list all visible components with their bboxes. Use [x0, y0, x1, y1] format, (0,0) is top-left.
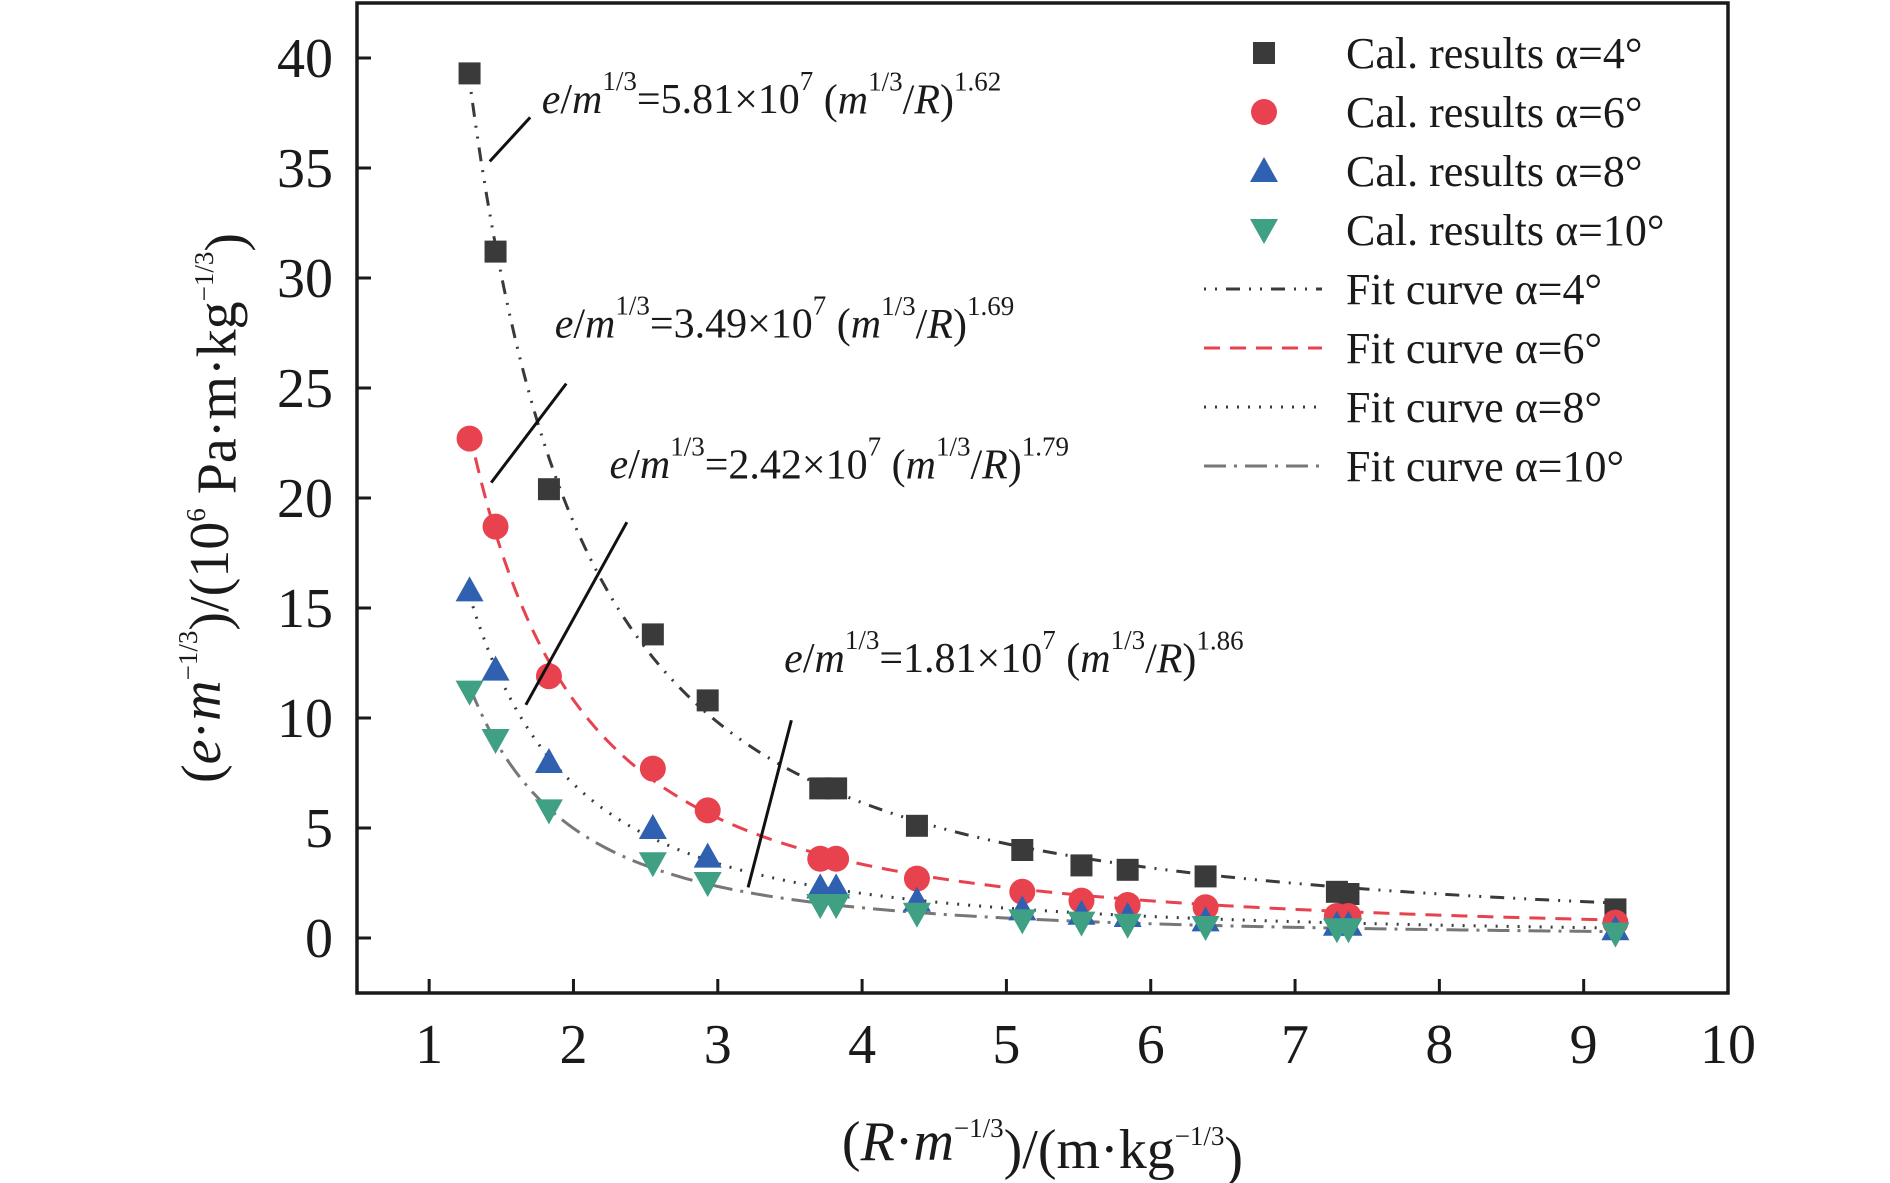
data-point-series1: [825, 777, 848, 800]
legend-fit-label-3: Fit curve α=8°: [1346, 383, 1602, 432]
y-tick-label: 30: [277, 248, 333, 310]
y-axis-title: (e·m−1/3)/(106 Pa·m·kg−1/3): [171, 233, 257, 783]
data-point-series1: [1070, 854, 1093, 877]
data-point-series1: [905, 814, 928, 837]
x-tick-label: 7: [1281, 1014, 1309, 1076]
data-point-series1: [458, 62, 481, 85]
data-point-series1: [484, 240, 507, 263]
y-tick-label: 0: [305, 908, 333, 970]
legend-marker-1: [1253, 42, 1275, 64]
data-point-series4: [1008, 909, 1037, 935]
legend-marker-2: [1251, 99, 1277, 125]
legend-label-1: Cal. results α=4°: [1346, 29, 1642, 78]
fit-equation-2: e/m1/3=3.49×107 (m1/3/R)1.69: [555, 290, 1015, 347]
data-point-series4: [638, 852, 667, 878]
data-point-series1: [1194, 865, 1217, 888]
data-point-series2: [1009, 878, 1036, 905]
x-axis-title: (R·m−1/3)/(m·kg−1/3): [842, 1111, 1243, 1183]
data-markers: [455, 62, 1630, 948]
data-point-series2: [903, 865, 930, 892]
y-tick-label: 40: [277, 28, 333, 90]
y-tick-label: 20: [277, 468, 333, 530]
data-point-series2: [694, 797, 721, 824]
legend-fit-label-4: Fit curve α=10°: [1346, 442, 1624, 491]
data-point-series4: [534, 799, 563, 825]
data-point-series1: [1011, 839, 1034, 861]
x-tick-label: 2: [559, 1014, 587, 1076]
fit-curve-4: [468, 685, 1616, 934]
equation-leader-line: [488, 116, 532, 163]
data-point-series1: [696, 689, 719, 712]
fit-curve-1: [468, 80, 1616, 905]
legend-marker-3: [1250, 157, 1278, 182]
data-point-series1: [537, 478, 560, 501]
x-tick-label: 4: [848, 1014, 876, 1076]
y-tick-label: 25: [277, 358, 333, 420]
y-tick-label: 10: [277, 688, 333, 750]
fit-equation-3: e/m1/3=2.42×107 (m1/3/R)1.79: [610, 431, 1070, 488]
data-point-series3: [693, 842, 722, 868]
x-tick-label: 10: [1700, 1014, 1756, 1076]
data-point-series4: [481, 729, 510, 754]
x-tick-label: 1: [415, 1014, 443, 1076]
data-point-series4: [1191, 916, 1220, 941]
data-point-series4: [693, 872, 722, 897]
data-point-series1: [641, 623, 664, 646]
y-tick-label: 15: [277, 578, 333, 640]
data-point-series4: [1067, 911, 1096, 937]
data-point-series3: [822, 873, 851, 899]
data-point-series1: [1116, 858, 1139, 881]
data-point-series3: [455, 576, 484, 602]
x-tick-label: 9: [1570, 1014, 1598, 1076]
y-tick-label: 5: [305, 798, 333, 860]
data-point-series2: [535, 663, 562, 690]
fit-equations: e/m1/3=5.81×107 (m1/3/R)1.62 e/m1/3=3.49×…: [488, 66, 1244, 888]
data-point-series2: [639, 755, 666, 782]
data-point-series2: [456, 425, 483, 452]
x-tick-label: 8: [1425, 1014, 1453, 1076]
legend-label-4: Cal. results α=10°: [1346, 206, 1664, 255]
legend-label-3: Cal. results α=8°: [1346, 147, 1642, 196]
equation-leader-line: [524, 521, 629, 706]
x-tick-label: 6: [1137, 1014, 1165, 1076]
legend-marker-4: [1250, 219, 1278, 244]
fit-curve-2: [468, 431, 1616, 922]
legend-label-2: Cal. results α=6°: [1346, 88, 1642, 137]
equation-leader-line: [490, 382, 568, 484]
data-point-series3: [481, 655, 510, 681]
data-point-series3: [638, 814, 667, 839]
data-point-series4: [1113, 913, 1142, 939]
legend-fit-label-2: Fit curve α=6°: [1346, 324, 1602, 373]
data-point-series4: [1334, 918, 1363, 944]
fit-equation-4: e/m1/3=1.81×107 (m1/3/R)1.86: [784, 625, 1244, 682]
axes: 1 2 3 4 5 6 7 8 9 10 0 5 10 15 20 25 30 35 40 (R·m−1/3)/(m·…: [171, 1, 1756, 1183]
equation-leader-line: [746, 719, 793, 888]
fit-equation-1: e/m1/3=5.81×107 (m1/3/R)1.62: [542, 66, 1002, 123]
data-point-series4: [1601, 922, 1630, 948]
data-point-series2: [823, 845, 850, 872]
x-tick-label: 3: [704, 1014, 732, 1076]
x-tick-label: 5: [992, 1014, 1020, 1076]
data-point-series1: [1337, 883, 1360, 905]
legend-fit-label-1: Fit curve α=4°: [1346, 265, 1602, 314]
fit-curves: [468, 80, 1616, 934]
y-tick-label: 35: [277, 138, 333, 200]
data-point-series4: [822, 894, 851, 919]
legend: Cal. results α=4° Cal. results α=6° Cal. r…: [1204, 29, 1664, 491]
data-point-series3: [534, 748, 563, 773]
data-point-series4: [902, 902, 931, 928]
data-point-series4: [455, 680, 484, 706]
data-point-series2: [482, 513, 509, 540]
